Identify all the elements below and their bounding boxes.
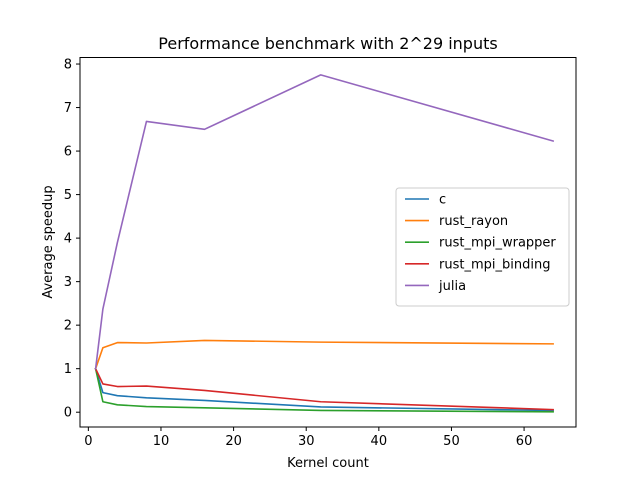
series-line-julia [94, 74, 555, 370]
y-tick-label: 2 [64, 319, 72, 334]
x-axis-ticks: 0 10 20 30 40 50 60 [84, 427, 532, 449]
legend-label-c: c [439, 193, 446, 208]
series-line-rust-mpi-wrapper [94, 367, 554, 413]
series-line-rust-rayon [94, 339, 554, 370]
legend-box [395, 187, 570, 307]
y-tick-label: 6 [64, 145, 72, 160]
x-tick-label: 20 [225, 434, 242, 449]
y-tick-label: 1 [64, 362, 72, 377]
legend-label-rust-mpi-wrapper: rust_mpi_wrapper [439, 236, 556, 251]
x-tick-label: 0 [84, 434, 92, 449]
x-tick-label: 10 [153, 434, 170, 449]
y-tick-label: 8 [64, 58, 72, 73]
x-tick-label: 60 [516, 434, 533, 449]
y-tick-label: 5 [64, 188, 72, 203]
chart-title: Performance benchmark with 2^29 inputs [158, 34, 497, 53]
legend-label-rust-mpi-binding: rust_mpi_binding [439, 257, 550, 272]
x-tick-label: 30 [298, 434, 315, 449]
plot-frame [79, 57, 577, 428]
x-tick-label: 50 [443, 434, 460, 449]
x-axis-label: Kernel count [287, 456, 369, 471]
y-tick-label: 3 [64, 275, 72, 290]
legend-label-julia: julia [438, 279, 466, 294]
legend-label-rust-rayon: rust_rayon [439, 214, 508, 229]
y-tick-label: 0 [64, 406, 72, 421]
y-tick-label: 4 [64, 232, 72, 247]
y-axis-label: Average speedup [41, 185, 56, 298]
series-lines [94, 74, 555, 413]
y-axis-ticks: 0 1 2 3 4 5 6 7 8 [64, 58, 80, 421]
legend: c rust_rayon rust_mpi_wrapper rust_mpi_bind… [395, 187, 570, 307]
x-tick-label: 40 [371, 434, 388, 449]
series-line-rust-mpi-binding [94, 367, 554, 411]
y-tick-label: 7 [64, 101, 72, 116]
series-line-c [94, 367, 554, 412]
